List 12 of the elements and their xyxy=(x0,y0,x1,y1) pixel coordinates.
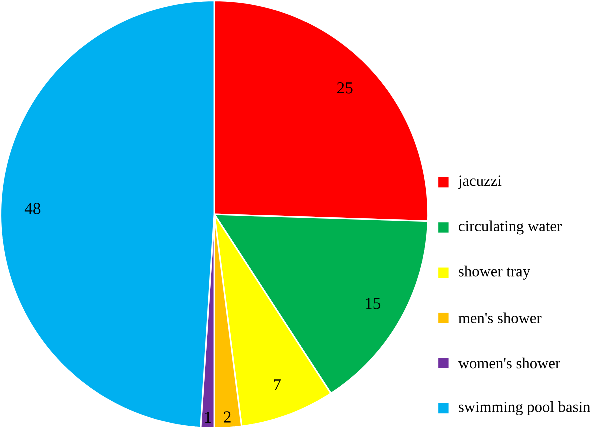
legend-label: swimming pool basin xyxy=(459,401,590,416)
data-label: 7 xyxy=(274,380,281,390)
legend-label: women's shower xyxy=(458,358,560,369)
legend-label: men's shower xyxy=(458,312,542,324)
data-label: 48 xyxy=(24,203,41,214)
data-label: 15 xyxy=(366,298,381,310)
legend-label: circulating water xyxy=(459,220,562,235)
legend-label: jacuzzi xyxy=(458,176,502,190)
legend-label: shower tray xyxy=(459,266,530,280)
data-label: 2 xyxy=(224,412,231,423)
data-label: 1 xyxy=(205,412,212,423)
data-label: 25 xyxy=(337,82,353,94)
